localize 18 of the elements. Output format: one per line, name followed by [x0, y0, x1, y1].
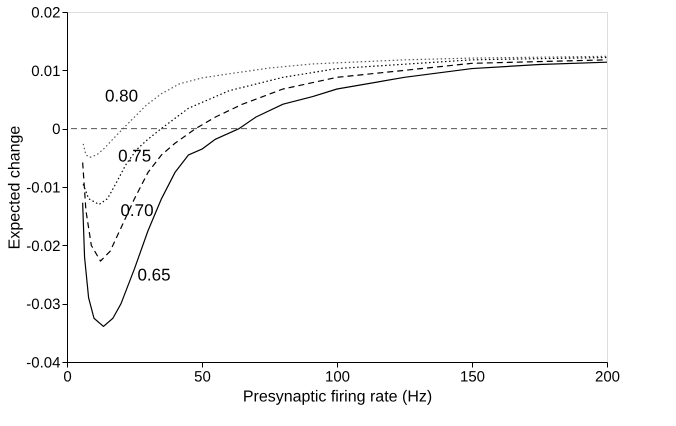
x-axis-title: Presynaptic firing rate (Hz): [242, 388, 432, 406]
y-tick-label: -0.02: [26, 238, 60, 255]
y-tick-label: 0.02: [31, 4, 60, 22]
x-tick-label: 100: [324, 368, 350, 386]
y-tick-label: -0.03: [26, 296, 60, 314]
y-tick-label: 0.01: [31, 62, 60, 80]
series-label: 0.65: [137, 265, 171, 284]
series-label: 0.80: [104, 86, 138, 106]
series-label: 0.75: [118, 146, 152, 166]
y-tick-label: 0: [52, 121, 60, 138]
series-label: 0.70: [120, 201, 154, 220]
x-tick-label: 0: [63, 368, 72, 386]
y-tick-label: -0.04: [26, 354, 60, 372]
y-tick-label: -0.01: [26, 180, 60, 196]
x-tick-label: 200: [594, 368, 620, 386]
y-axis-title: Expected change: [6, 126, 24, 250]
x-tick-label: 50: [194, 368, 211, 386]
x-tick-label: 150: [460, 368, 486, 386]
